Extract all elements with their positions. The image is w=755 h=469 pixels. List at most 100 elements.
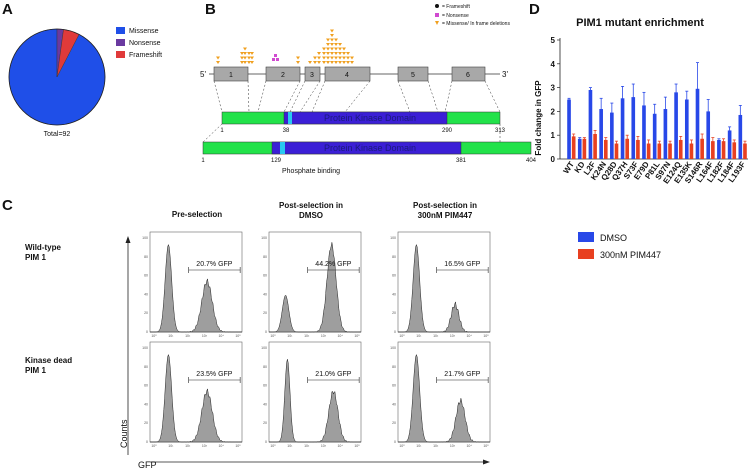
legend-nonsense: = Nonsense <box>442 13 469 19</box>
legend-missense: = Missense/ In frame deletions <box>442 21 510 27</box>
missense-marker <box>334 47 338 51</box>
bar-pim447 <box>657 143 662 159</box>
missense-marker <box>330 29 334 33</box>
missense-marker <box>346 52 350 55</box>
missense-marker <box>334 56 338 60</box>
y-tick-label: 4 <box>551 60 556 69</box>
x-tick-label: 10⁴ <box>218 444 224 448</box>
y-tick-label: 100 <box>142 236 148 240</box>
missense-marker <box>334 43 338 46</box>
y-tick-label: 60 <box>144 274 148 278</box>
bar-dmso <box>631 97 636 159</box>
panel-label-c: C <box>2 197 13 214</box>
bar-dmso <box>620 98 625 159</box>
frameshift-dot-icon <box>435 4 439 8</box>
y-tick-label: 0 <box>394 440 396 444</box>
missense-marker <box>250 52 254 55</box>
bar-dmso <box>663 109 668 159</box>
y-tick-label: 80 <box>392 365 396 369</box>
legend-swatch-nonsense <box>116 39 125 46</box>
missense-marker <box>322 47 326 51</box>
missense-marker <box>350 61 354 64</box>
x-tick-label: 10⁴ <box>466 334 472 338</box>
x-tick-label: 10¹ <box>287 444 293 448</box>
y-tick-label: 0 <box>265 330 267 334</box>
legend-label-frameshift: Frameshift <box>129 52 162 59</box>
histogram-curve <box>150 353 242 443</box>
bar-pim447 <box>743 143 747 159</box>
nonsense-marker <box>274 54 277 57</box>
y-tick-label: 0 <box>394 330 396 334</box>
missense-marker <box>342 56 346 60</box>
column-header-post-dmso-line-2: DMSO <box>299 211 323 220</box>
mutation-markers <box>216 29 354 64</box>
bar-dmso <box>599 109 603 159</box>
missense-marker <box>308 61 312 64</box>
missense-marker <box>240 61 244 64</box>
bar-dmso <box>738 114 743 159</box>
exon-6-label: 6 <box>466 72 470 79</box>
counts-arrow-icon <box>125 236 131 243</box>
exon-6 <box>451 66 486 82</box>
x-tick-label: 10³ <box>321 444 327 448</box>
isoform-2-tick-404: 404 <box>526 158 537 164</box>
y-tick-label: 100 <box>142 346 148 350</box>
missense-marker <box>250 61 254 64</box>
isoform-1-tick-1: 1 <box>220 128 224 134</box>
gate-label: 21.0% GFP <box>315 371 352 378</box>
exon-4 <box>324 66 371 82</box>
x-tick-label: 10¹ <box>168 334 174 338</box>
isoform-1-domain-label: Protein Kinase Domain <box>324 113 416 123</box>
missense-marker <box>330 56 334 60</box>
missense-marker <box>322 61 326 64</box>
column-header-post-dmso: Post-selection in DMSO <box>279 201 343 220</box>
counts-axis-label: Counts <box>119 419 129 448</box>
legend-label-nonsense: Nonsense <box>129 40 161 47</box>
gfp-arrow-icon <box>483 459 490 465</box>
missense-marker <box>317 61 321 64</box>
missense-marker <box>338 61 342 64</box>
missense-marker <box>338 43 342 46</box>
isoform-2-tick-129: 129 <box>271 158 282 164</box>
y-tick-label: 20 <box>263 421 267 425</box>
gfp-axis-label: GFP <box>138 460 157 469</box>
column-header-pre-selection: Pre-selection <box>172 210 222 219</box>
bar-dmso <box>567 99 571 159</box>
x-tick-label: 10⁰ <box>399 334 405 338</box>
panel-label-b: B <box>205 1 216 18</box>
x-tick-label: 10² <box>185 334 191 338</box>
x-tick-label: 10⁵ <box>483 444 489 448</box>
gate-label: 44.2% GFP <box>315 261 352 268</box>
legend-frameshift: = Frameshift <box>442 4 471 10</box>
legend-label-pim447: 300nM PIM447 <box>600 250 661 260</box>
y-tick-label: 60 <box>392 274 396 278</box>
bar-pim447 <box>678 139 683 159</box>
bar-dmso <box>695 88 700 159</box>
missense-marker <box>317 52 321 55</box>
exon-2-label: 2 <box>281 72 285 79</box>
bar-pim447 <box>700 138 704 159</box>
x-tick-label: 10¹ <box>416 444 422 448</box>
y-tick-label: 5 <box>551 36 556 45</box>
bar-pim447 <box>614 143 619 159</box>
x-tick-label: 10² <box>185 444 191 448</box>
exon-5-label: 5 <box>411 72 415 79</box>
exon-1-label: 1 <box>229 72 233 79</box>
phosphate-binding-label: Phosphate binding <box>282 168 340 175</box>
nonsense-marker <box>272 58 275 61</box>
bar-dmso <box>727 130 732 159</box>
legend-swatch-pim447 <box>578 249 594 259</box>
x-tick-label: 10³ <box>202 444 208 448</box>
exon-3-label: 3 <box>310 72 314 79</box>
row-header-kinase-dead: Kinase dead PIM 1 <box>25 356 72 375</box>
bar-pim447 <box>571 136 576 159</box>
row-header-wild-type: Wild-type PIM 1 <box>25 243 61 262</box>
bar-pim447 <box>646 143 651 159</box>
missense-marker <box>330 61 334 64</box>
missense-marker <box>296 56 300 60</box>
missense-marker <box>243 47 247 51</box>
chart-title: PIM1 mutant enrichment <box>576 17 704 29</box>
missense-marker <box>342 47 346 51</box>
x-tick-label: 10⁰ <box>399 444 405 448</box>
isoform-1-tick-38: 38 <box>283 128 290 134</box>
